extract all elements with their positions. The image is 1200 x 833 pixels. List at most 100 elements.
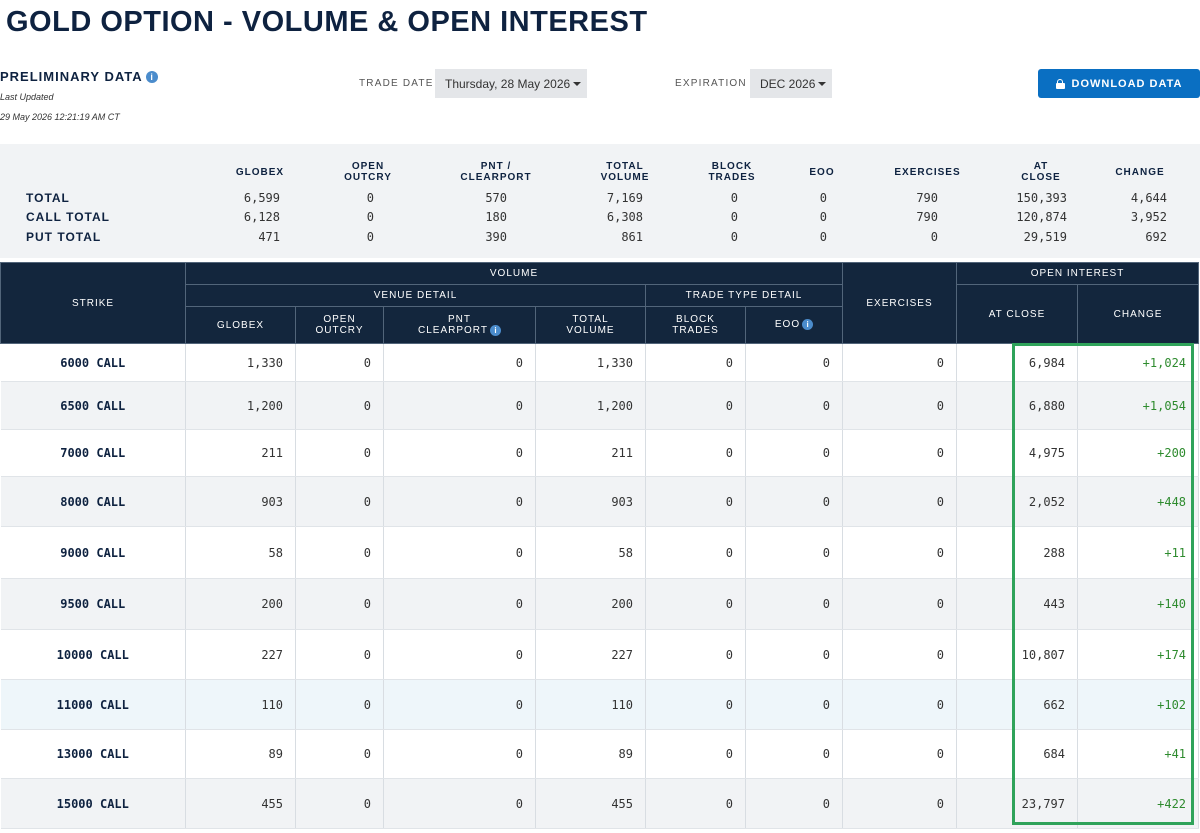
globex-cell: 89 — [185, 729, 296, 779]
globex-cell: 200 — [185, 578, 296, 630]
table-row: 9500 CALL 200 0 0 200 0 0 0 443 +140 — [0, 578, 1200, 630]
exercises-cell: 0 — [842, 381, 958, 430]
header-change[interactable]: CHANGE — [1077, 284, 1200, 344]
summary-header-pnt-clearport: PNT / CLEARPORT — [460, 161, 532, 183]
header-exercises[interactable]: EXERCISES — [842, 262, 958, 344]
header-total-volume[interactable]: TOTAL VOLUME — [535, 306, 646, 344]
at-close-cell: 4,975 — [956, 429, 1079, 477]
expiration-dropdown[interactable]: DEC 2026 — [750, 69, 832, 98]
summary-totals-panel: GLOBEX OPEN OUTCRY PNT / CLEARPORT TOTAL VO… — [0, 144, 1200, 258]
block-cell: 0 — [645, 343, 746, 382]
pnt-cell: 0 — [383, 679, 536, 730]
exercises-cell: 0 — [842, 729, 958, 779]
open-outcry-cell: 0 — [295, 381, 384, 430]
change-cell: +448 — [1077, 476, 1200, 527]
total-volume-cell: 200 — [535, 578, 646, 630]
summary-header-eoo: EOO — [809, 167, 835, 178]
summary-exercises-value: 790 — [916, 210, 938, 224]
summary-header-open-outcry: OPEN OUTCRY — [344, 161, 392, 183]
change-cell: +422 — [1077, 778, 1200, 829]
globex-cell: 58 — [185, 526, 296, 579]
summary-total-volume-value: 7,169 — [606, 191, 643, 205]
summary-eoo-value: 0 — [819, 230, 827, 244]
block-cell: 0 — [645, 526, 746, 579]
eoo-cell: 0 — [745, 429, 844, 477]
open-outcry-cell: 0 — [295, 679, 384, 730]
total-volume-cell: 1,200 — [535, 381, 646, 430]
block-cell: 0 — [645, 629, 746, 680]
summary-total-volume-value: 6,308 — [606, 210, 643, 224]
block-cell: 0 — [645, 729, 746, 779]
strike-cell: 11000 CALL — [0, 679, 186, 730]
total-volume-cell: 211 — [535, 429, 646, 477]
table-row: 6500 CALL 1,200 0 0 1,200 0 0 0 6,880 +1,054 — [0, 381, 1200, 430]
trade-date-dropdown[interactable]: Thursday, 28 May 2026 — [435, 69, 587, 98]
open-outcry-cell: 0 — [295, 429, 384, 477]
header-venue-detail: VENUE DETAIL — [185, 284, 646, 307]
exercises-cell: 0 — [842, 578, 958, 630]
chevron-down-icon — [818, 82, 827, 86]
strike-cell: 13000 CALL — [0, 729, 186, 779]
open-outcry-cell: 0 — [295, 578, 384, 630]
strike-cell: 10000 CALL — [0, 629, 186, 680]
summary-globex-value: 6,128 — [243, 210, 280, 224]
at-close-cell: 443 — [956, 578, 1079, 630]
pnt-cell: 0 — [383, 526, 536, 579]
strike-cell: 8000 CALL — [0, 476, 186, 527]
summary-header-exercises: EXERCISES — [894, 167, 961, 178]
download-data-label: DOWNLOAD DATA — [1071, 77, 1183, 90]
at-close-cell: 2,052 — [956, 476, 1079, 527]
header-pnt-clearport[interactable]: PNT CLEARPORT i — [383, 306, 536, 344]
summary-header-block-trades: BLOCK TRADES — [708, 161, 756, 183]
open-outcry-cell: 0 — [295, 476, 384, 527]
info-icon[interactable]: i — [802, 319, 814, 331]
summary-block-value: 0 — [730, 230, 738, 244]
table-row: 8000 CALL 903 0 0 903 0 0 0 2,052 +448 — [0, 476, 1200, 527]
eoo-cell: 0 — [745, 629, 844, 680]
table-row: 9000 CALL 58 0 0 58 0 0 0 288 +11 — [0, 526, 1200, 579]
strike-cell: 9500 CALL — [0, 578, 186, 630]
globex-cell: 211 — [185, 429, 296, 477]
at-close-cell: 288 — [956, 526, 1079, 579]
exercises-cell: 0 — [842, 343, 958, 382]
open-outcry-cell: 0 — [295, 526, 384, 579]
summary-header-total-volume: TOTAL VOLUME — [600, 161, 650, 183]
total-volume-cell: 1,330 — [535, 343, 646, 382]
summary-globex-value: 471 — [258, 230, 280, 244]
eoo-cell: 0 — [745, 476, 844, 527]
eoo-cell: 0 — [745, 679, 844, 730]
summary-block-value: 0 — [730, 191, 738, 205]
strike-table: STRIKE VOLUME EXERCISES OPEN INTEREST VE… — [0, 262, 1200, 829]
exercises-cell: 0 — [842, 778, 958, 829]
pnt-cell: 0 — [383, 729, 536, 779]
block-cell: 0 — [645, 578, 746, 630]
globex-cell: 1,200 — [185, 381, 296, 430]
chevron-down-icon — [573, 82, 582, 86]
change-cell: +41 — [1077, 729, 1200, 779]
header-strike[interactable]: STRIKE — [0, 262, 186, 344]
info-icon[interactable]: i — [145, 70, 158, 83]
pnt-cell: 0 — [383, 778, 536, 829]
header-open-interest-group: OPEN INTEREST — [956, 262, 1200, 285]
preliminary-data-label: PRELIMINARY DATA — [0, 69, 143, 84]
at-close-cell: 6,984 — [956, 343, 1079, 382]
change-cell: +174 — [1077, 629, 1200, 680]
total-volume-cell: 89 — [535, 729, 646, 779]
header-eoo[interactable]: EOO i — [744, 306, 844, 344]
summary-at-close-value: 29,519 — [1023, 230, 1067, 244]
header-open-outcry[interactable]: OPEN OUTCRY — [295, 306, 384, 344]
download-data-button[interactable]: DOWNLOAD DATA — [1038, 69, 1200, 98]
change-cell: +1,024 — [1077, 343, 1200, 382]
pnt-cell: 0 — [383, 343, 536, 382]
strike-cell: 15000 CALL — [0, 778, 186, 829]
summary-change-value: 4,644 — [1130, 191, 1167, 205]
header-globex[interactable]: GLOBEX — [185, 306, 296, 344]
header-at-close[interactable]: AT CLOSE — [956, 284, 1079, 344]
header-block-trades[interactable]: BLOCK TRADES — [645, 306, 746, 344]
summary-row-label: TOTAL — [26, 191, 70, 205]
info-icon[interactable]: i — [489, 324, 501, 336]
summary-eoo-value: 0 — [819, 191, 827, 205]
eoo-cell: 0 — [745, 343, 844, 382]
summary-pnt-value: 390 — [485, 230, 507, 244]
change-cell: +1,054 — [1077, 381, 1200, 430]
